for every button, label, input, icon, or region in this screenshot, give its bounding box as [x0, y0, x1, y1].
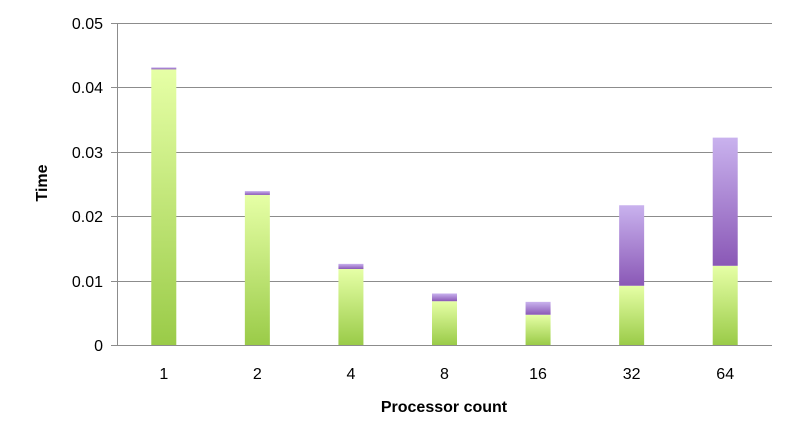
bar-segment-green-16: [525, 314, 551, 345]
y-tick-label: 0.01: [72, 274, 103, 291]
y-tick-label: 0.04: [72, 80, 103, 97]
bar-segment-green-1: [151, 69, 177, 346]
bar-segment-green-8: [432, 301, 457, 345]
y-tick-label: 0.03: [72, 145, 103, 162]
bar-segment-green-4: [338, 269, 364, 345]
x-tick-label: 64: [716, 366, 734, 383]
bar-segment-green-2: [244, 194, 270, 345]
y-tick-label: 0: [94, 338, 103, 355]
axes: [111, 23, 772, 346]
bar-segment-green-64: [712, 265, 738, 345]
tick-labels: 0 0.01 0.02 0.03 0.04 0.05 1 2 4 8 16 32 64: [72, 16, 734, 383]
bar-segment-green-32: [619, 285, 645, 345]
y-tick-label: 0.02: [72, 209, 103, 226]
x-tick-label: 4: [346, 366, 355, 383]
x-tick-label: 8: [440, 366, 449, 383]
bar-segment-purple-1: [151, 67, 177, 70]
x-axis-title: Processor count: [381, 399, 508, 416]
y-tick-label: 0.05: [72, 16, 103, 33]
x-tick-label: 16: [529, 366, 547, 383]
y-axis-title: Time: [34, 164, 51, 201]
bar-segment-purple-64: [712, 137, 738, 266]
bar-segment-purple-4: [338, 263, 364, 270]
x-tick-label: 32: [623, 366, 641, 383]
gridlines: [117, 23, 772, 282]
bars: [151, 67, 738, 346]
bar-segment-purple-32: [619, 205, 645, 286]
bar-segment-purple-8: [432, 293, 457, 302]
bar-segment-purple-2: [244, 191, 270, 195]
bar-segment-purple-16: [525, 301, 551, 315]
x-tick-label: 1: [159, 366, 168, 383]
x-tick-label: 2: [253, 366, 262, 383]
